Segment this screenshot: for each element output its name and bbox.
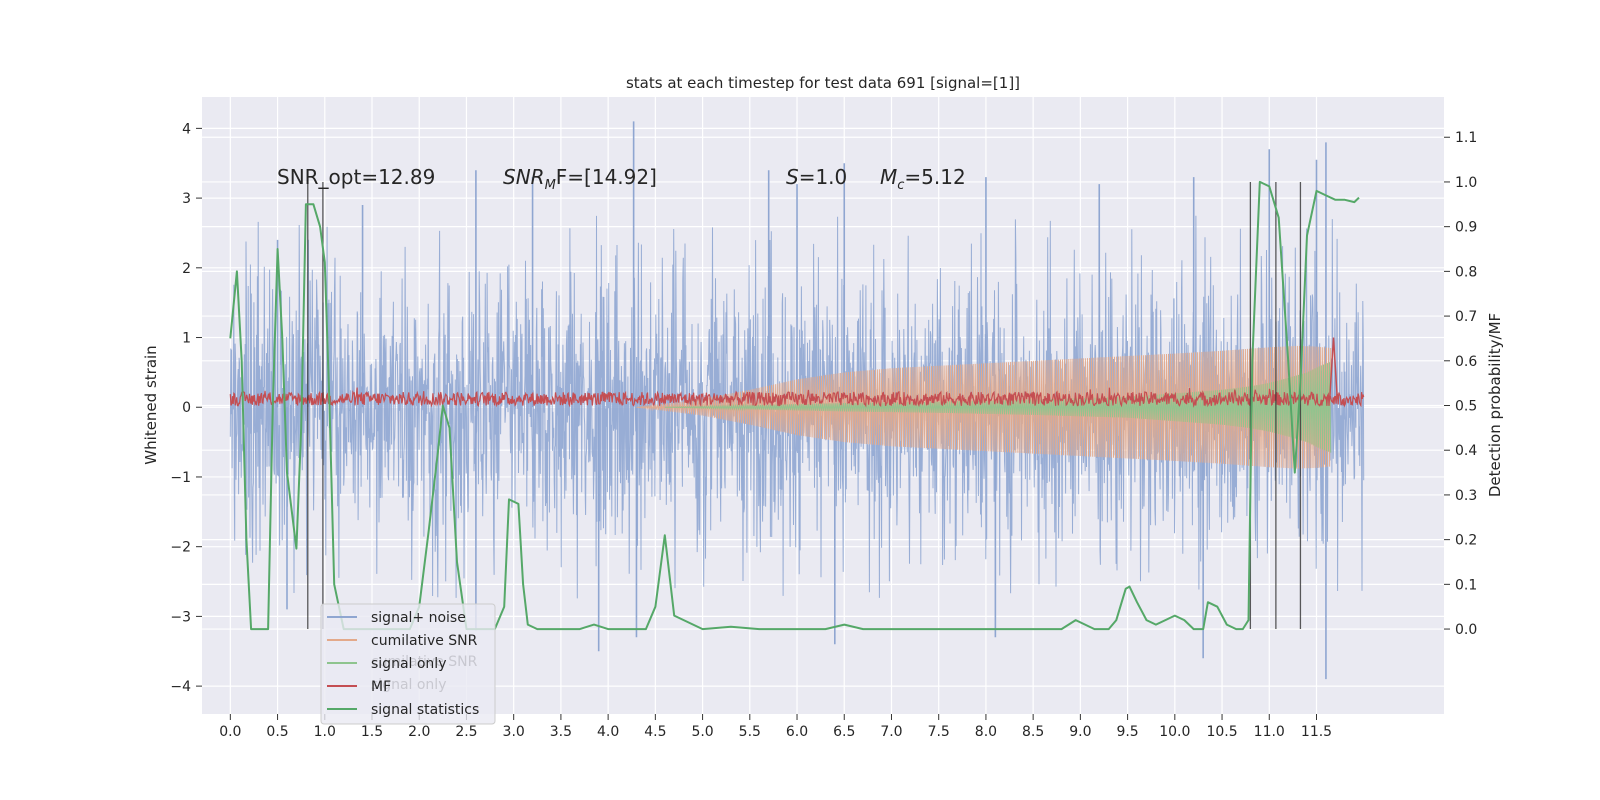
x-tick-label: 11.5 xyxy=(1301,724,1332,740)
legend-label-signal-statistics: signal statistics xyxy=(371,702,479,718)
y-tick-label: −4 xyxy=(170,679,191,695)
mf-spike xyxy=(1328,337,1339,399)
series-layer xyxy=(229,121,1365,680)
series-cumilative-snr xyxy=(636,345,1332,469)
x-tick-label: 9.0 xyxy=(1069,724,1091,740)
y-tick-label: 1 xyxy=(182,331,191,347)
x-tick-label: 7.0 xyxy=(880,724,902,740)
annotations: SNR_opt=12.89 SNRMF=[14.92] S=1.0 Mc=5.1… xyxy=(277,165,966,193)
annotation-mc-sub: c xyxy=(897,178,904,193)
y-tick-label: −3 xyxy=(170,609,191,625)
y2-axis-label: Detection probability/MF xyxy=(1486,313,1504,497)
x-tick-label: 10.0 xyxy=(1159,724,1190,740)
x-tick-label: 6.0 xyxy=(786,724,808,740)
y-tick-label: 4 xyxy=(182,121,191,137)
y2-tick-label: 1.0 xyxy=(1455,175,1477,191)
x-tick-label: 3.0 xyxy=(503,724,525,740)
legend-box xyxy=(320,603,496,725)
x-tick-label: 4.0 xyxy=(597,724,619,740)
annotation-s: S=1.0 xyxy=(786,165,847,189)
y2-tick-label: 0.7 xyxy=(1455,309,1477,325)
legend-label-mf: MF xyxy=(371,679,391,695)
x-tick-label: 11.0 xyxy=(1254,724,1285,740)
y2-tick-label: 0.5 xyxy=(1455,399,1477,415)
x-tick-label: 9.5 xyxy=(1116,724,1138,740)
legend-ghost-label: cumilative SNR xyxy=(371,654,478,670)
x-tick-label: 10.5 xyxy=(1206,724,1237,740)
y2-tick-label: 0.2 xyxy=(1455,533,1477,549)
x-tick-label: 8.0 xyxy=(975,724,997,740)
y2-tick-label: 0.0 xyxy=(1455,622,1477,638)
y2-tick-label: 0.4 xyxy=(1455,443,1477,459)
annotation-mc-rest: =5.12 xyxy=(904,165,965,189)
annotation-s-rest: =1.0 xyxy=(799,165,848,189)
y2-tick-label: 0.3 xyxy=(1455,488,1477,504)
x-tick-label: 0.0 xyxy=(219,724,241,740)
legend-label-signal-noise: signal+ noise xyxy=(371,610,466,626)
x-tick-label: 5.5 xyxy=(739,724,761,740)
legend-label-cumilative-snr: cumilative SNR xyxy=(371,633,478,649)
legend: cumilative SNR signal only signal+ noise… xyxy=(320,603,496,725)
annotation-mc: Mc=5.12 xyxy=(880,165,966,193)
y-tick-label: 0 xyxy=(182,400,191,416)
x-tick-label: 3.5 xyxy=(550,724,572,740)
y-tick-label: −1 xyxy=(170,470,191,486)
chart-title: stats at each timestep for test data 691… xyxy=(626,74,1020,92)
annotation-snr-mf-main: SNR xyxy=(503,165,545,189)
annotation-s-var: S xyxy=(786,165,799,189)
y2-tick-label: 0.1 xyxy=(1455,577,1477,593)
x-tick-label: 7.5 xyxy=(928,724,950,740)
annotation-snr-mf: SNRMF=[14.92] xyxy=(503,165,657,193)
annotation-snr-mf-sub: M xyxy=(545,178,556,193)
y2-tick-label: 0.9 xyxy=(1455,220,1477,236)
annotation-mc-var: M xyxy=(880,165,897,189)
x-tick-label: 2.5 xyxy=(455,724,477,740)
x-tick-label: 6.5 xyxy=(833,724,855,740)
x-tick-label: 8.5 xyxy=(1022,724,1044,740)
x-tick-label: 0.5 xyxy=(266,724,288,740)
series-mf xyxy=(229,387,1365,408)
legend-label-signal-only: signal only xyxy=(371,656,446,672)
series-signal-noise xyxy=(229,215,1365,599)
annotation-snr-opt: SNR_opt=12.89 xyxy=(277,165,435,189)
y-tick-label: 3 xyxy=(182,191,191,207)
y-tick-label: 2 xyxy=(182,261,191,277)
y2-tick-label: 1.1 xyxy=(1455,130,1477,146)
y-axis-label: Whitened strain xyxy=(142,345,160,464)
axis-layer: 0.0 0.5 1.0 1.5 2.0 2.5 3.0 3.5 4.0 4.5 5.0 5.5 6.0 6… xyxy=(170,121,1477,740)
x-tick-label: 1.5 xyxy=(361,724,383,740)
y2-tick-label: 0.8 xyxy=(1455,264,1477,280)
x-tick-label: 4.5 xyxy=(644,724,666,740)
legend-ghost-label: signal only xyxy=(371,677,446,693)
y2-tick-label: 0.6 xyxy=(1455,354,1477,370)
x-tick-label: 2.0 xyxy=(408,724,430,740)
y-tick-label: −2 xyxy=(170,540,191,556)
series-signal-statistics xyxy=(229,180,1360,631)
x-tick-label: 1.0 xyxy=(314,724,336,740)
x-tick-label: 5.0 xyxy=(691,724,713,740)
annotation-snr-mf-rest: F=[14.92] xyxy=(556,165,657,189)
